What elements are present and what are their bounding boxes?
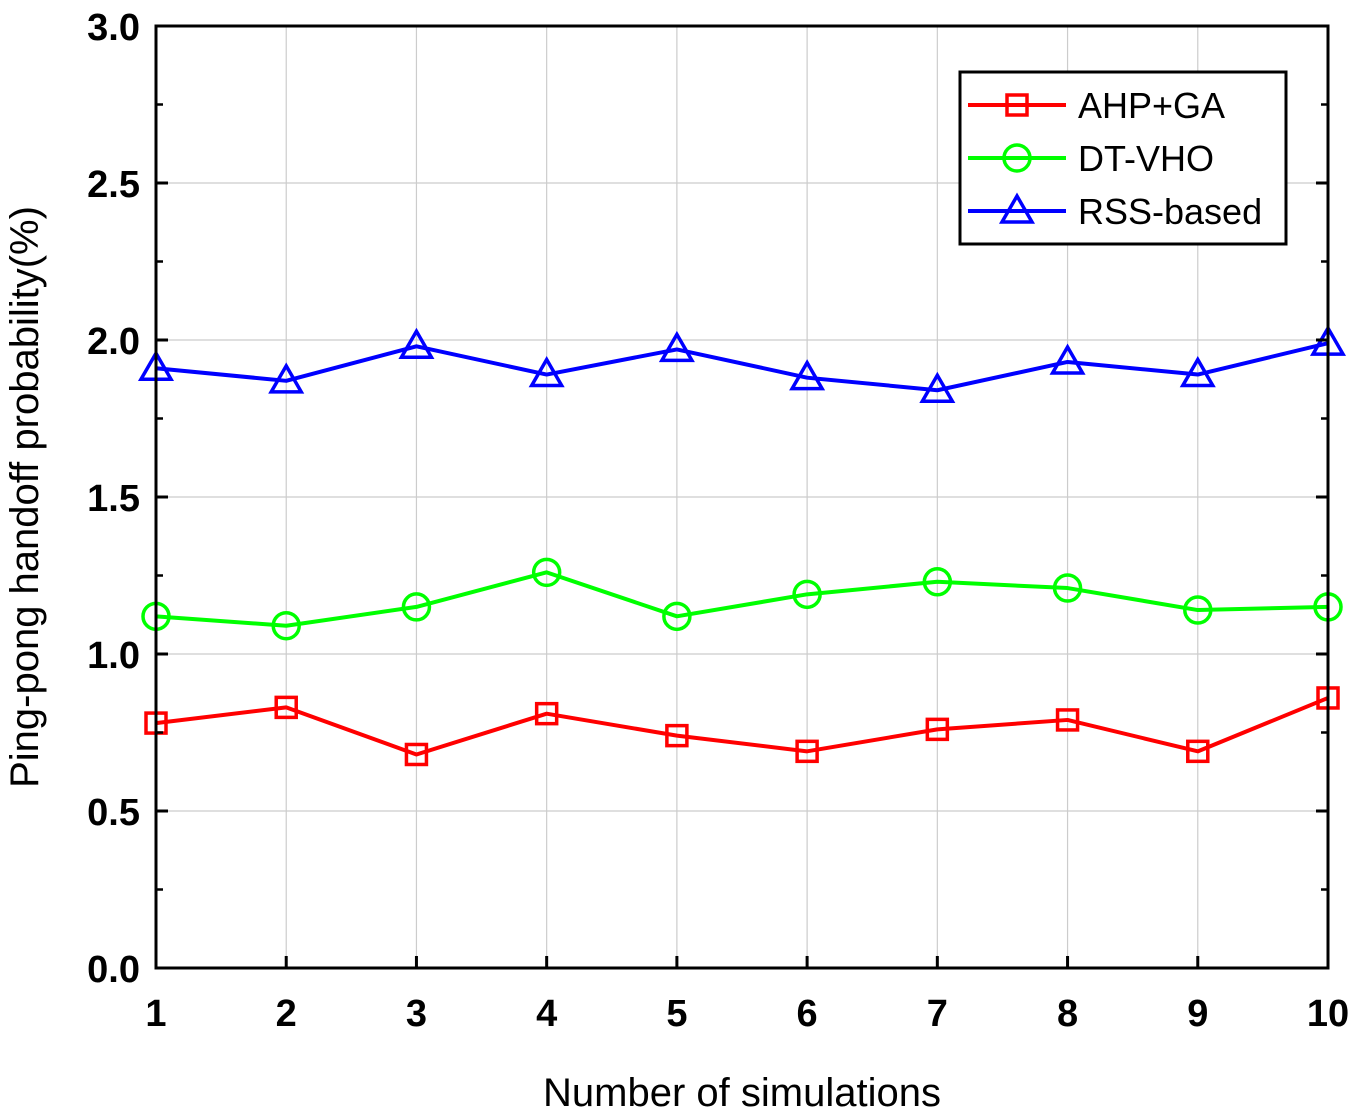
x-tick-label: 6: [797, 993, 818, 1035]
x-tick-label: 10: [1307, 993, 1349, 1035]
series-DT-VHO: [141, 557, 1343, 641]
legend-label: DT-VHO: [1078, 138, 1214, 179]
legend-label: AHP+GA: [1078, 85, 1225, 126]
circle-marker: [922, 567, 953, 597]
circle-marker: [1183, 595, 1213, 625]
series-AHP+GA: [144, 686, 1340, 767]
square-marker: [665, 723, 689, 748]
series-line: [155, 341, 1329, 393]
x-tick-label: 3: [406, 993, 427, 1035]
x-tick-label: 9: [1187, 993, 1208, 1035]
series-RSS-based: [137, 324, 1347, 403]
square-marker: [795, 739, 819, 764]
ticks: [154, 24, 1330, 970]
triangle-marker: [1049, 343, 1086, 375]
circle-marker: [792, 579, 822, 610]
circle-marker: [1052, 573, 1083, 603]
series-layer: [137, 324, 1347, 767]
triangle-marker: [1179, 356, 1216, 388]
y-tick-label: 3.0: [87, 7, 140, 49]
square-marker: [534, 701, 559, 726]
x-tick-label: 1: [145, 993, 166, 1035]
y-tick-label: 2.5: [87, 164, 140, 206]
x-axis-label: Number of simulations: [543, 1071, 941, 1114]
x-tick-label: 8: [1057, 993, 1078, 1035]
square-marker: [1055, 708, 1080, 732]
circle-marker: [662, 601, 692, 632]
x-tick-label: 5: [666, 993, 687, 1035]
square-marker: [1186, 739, 1210, 764]
legend-entry: DT-VHO: [968, 138, 1214, 179]
triangle-marker: [658, 330, 695, 363]
square-marker: [925, 717, 950, 742]
legend-triangle-marker: [998, 192, 1036, 224]
tick-labels: 1 2 3 4 5 6 7 8 9 10 0.0 0.5 1.0 1.5 2.0 2.5 3.0: [87, 7, 1349, 1035]
legend-entry: AHP+GA: [968, 85, 1225, 126]
y-tick-label: 2.0: [87, 321, 140, 363]
series-line: [155, 570, 1329, 628]
circle-marker: [531, 557, 562, 588]
legend-entry: RSS-based: [968, 191, 1262, 232]
y-tick-label: 0.0: [87, 949, 140, 991]
series-line: [155, 696, 1329, 757]
x-tick-label: 2: [276, 993, 297, 1035]
circle-marker: [271, 610, 301, 641]
x-tick-label: 7: [927, 993, 948, 1035]
legend: AHP+GA DT-VHO RSS-based: [958, 70, 1288, 246]
circle-marker: [401, 592, 432, 622]
triangle-marker: [268, 362, 305, 394]
y-tick-label: 0.5: [87, 792, 140, 834]
y-tick-label: 1.0: [87, 635, 140, 677]
y-tick-label: 1.5: [87, 478, 140, 520]
square-marker: [274, 695, 298, 720]
y-axis-label: Ping-pong handoff probability(%): [3, 206, 47, 788]
triangle-marker: [528, 356, 565, 388]
legend-square-marker: [1005, 93, 1029, 117]
triangle-marker: [789, 359, 826, 391]
x-tick-label: 4: [536, 993, 557, 1035]
square-marker: [404, 742, 429, 767]
legend-circle-marker: [1002, 143, 1032, 173]
triangle-marker: [919, 371, 956, 403]
legend-label: RSS-based: [1078, 191, 1262, 232]
triangle-marker: [398, 327, 435, 360]
